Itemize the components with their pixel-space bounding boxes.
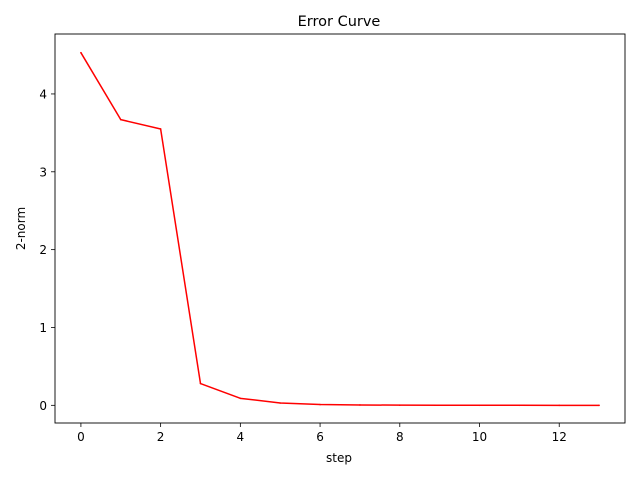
x-tick-label-4: 8 <box>396 430 404 444</box>
y-tick-label-3: 3 <box>39 165 47 179</box>
data-point-0-11 <box>518 404 521 407</box>
series-line-0 <box>80 52 600 407</box>
data-point-0-4 <box>239 397 242 400</box>
y-tick-label-4: 4 <box>39 87 47 101</box>
data-point-0-3 <box>199 382 202 385</box>
x-axis-ticks: 0 2 4 6 8 10 12 <box>77 423 567 444</box>
x-axis-label: step <box>326 451 352 465</box>
y-tick-label-0: 0 <box>39 399 47 413</box>
y-axis-label: 2-norm <box>14 207 28 250</box>
y-tick-label-1: 1 <box>39 321 47 335</box>
data-point-0-9 <box>438 404 441 407</box>
x-tick-label-6: 12 <box>552 430 567 444</box>
data-point-0-8 <box>398 404 401 406</box>
x-tick-label-2: 4 <box>237 430 245 444</box>
data-point-0-5 <box>279 402 282 404</box>
data-point-0-10 <box>478 404 481 407</box>
data-point-0-12 <box>558 404 561 407</box>
y-axis-ticks: 0 1 2 3 4 <box>39 87 55 413</box>
series-layer <box>80 51 600 407</box>
data-point-0-1 <box>119 118 122 121</box>
data-point-0-13 <box>598 404 600 407</box>
plot-frame <box>54 33 626 424</box>
data-point-0-0 <box>80 51 82 54</box>
chart-title: Error Curve <box>298 14 381 30</box>
data-point-0-2 <box>159 128 162 130</box>
data-point-0-6 <box>319 403 321 406</box>
x-tick-label-5: 10 <box>472 430 487 444</box>
data-point-0-7 <box>359 404 361 406</box>
y-tick-label-2: 2 <box>39 243 47 257</box>
x-tick-label-0: 0 <box>77 430 85 444</box>
x-tick-label-3: 6 <box>316 430 324 444</box>
x-tick-label-1: 2 <box>157 430 165 444</box>
